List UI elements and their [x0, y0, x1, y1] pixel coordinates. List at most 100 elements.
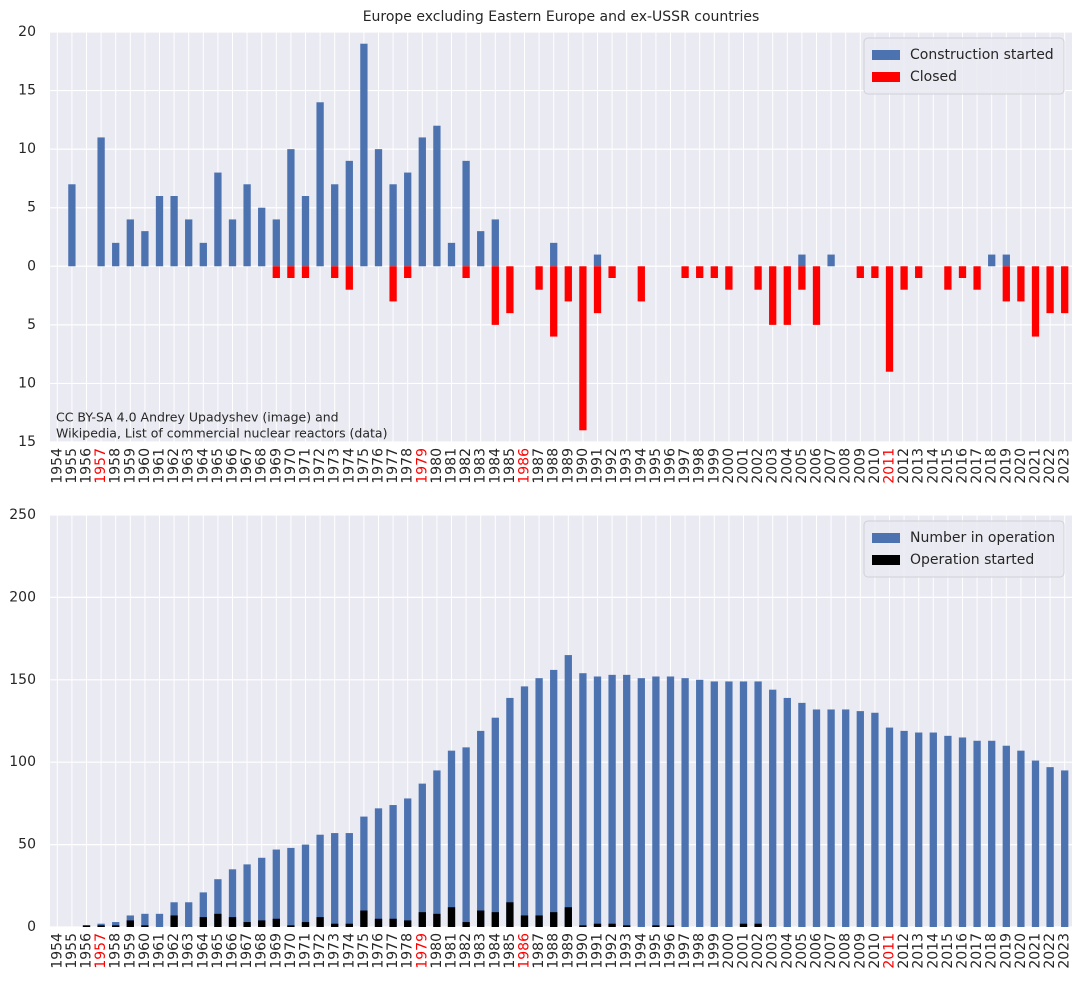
x-tick-label: 1979 — [414, 933, 430, 969]
bar — [1031, 760, 1040, 927]
bar — [258, 207, 266, 267]
bar — [535, 678, 543, 927]
x-tick-label: 2017 — [969, 448, 985, 484]
x-tick-label: 1995 — [648, 933, 664, 969]
bar — [564, 266, 572, 302]
x-tick-label: 1972 — [312, 448, 328, 484]
bar — [900, 730, 908, 927]
x-tick-label: 1958 — [108, 448, 124, 484]
x-tick-label: 2013 — [911, 448, 927, 484]
bar — [462, 160, 470, 267]
x-tick-label: 1999 — [706, 933, 722, 969]
x-tick-label: 2007 — [823, 933, 839, 969]
bar — [739, 681, 748, 927]
x-tick-label: 1956 — [79, 933, 95, 969]
x-tick-label: 2010 — [867, 448, 883, 484]
bar — [1031, 266, 1040, 337]
x-tick-label: 1978 — [400, 448, 416, 484]
x-tick-label: 1961 — [152, 933, 168, 969]
x-tick-label: 2014 — [925, 933, 941, 969]
bar — [155, 196, 164, 267]
bar — [170, 902, 178, 927]
x-tick-label: 1963 — [181, 933, 197, 969]
x-tick-label: 2008 — [838, 448, 854, 484]
bar — [404, 798, 412, 927]
x-tick-label: 1985 — [502, 448, 518, 484]
bar — [491, 912, 499, 927]
x-tick-label: 2018 — [984, 933, 1000, 969]
bar — [550, 912, 558, 927]
x-tick-label: 1970 — [283, 448, 299, 484]
x-tick-label: 1962 — [166, 448, 182, 484]
bar — [842, 709, 850, 927]
bar — [404, 172, 412, 267]
bar — [593, 254, 602, 267]
x-tick-label: 1992 — [604, 448, 620, 484]
x-tick-label: 1962 — [166, 933, 182, 969]
bar — [769, 689, 777, 927]
bar — [827, 254, 835, 267]
legend-label: Number in operation — [910, 530, 1055, 546]
x-tick-label: 2020 — [1013, 933, 1029, 969]
bar — [404, 920, 412, 927]
y-tick-label: 15 — [18, 83, 36, 99]
bar — [783, 697, 791, 927]
bar — [243, 864, 251, 927]
x-tick-label: 2023 — [1057, 448, 1073, 484]
x-tick-label: 1976 — [371, 448, 387, 484]
bar — [287, 925, 295, 927]
x-tick-label: 2015 — [940, 448, 956, 484]
bar — [1017, 266, 1025, 302]
bar — [462, 922, 470, 927]
x-tick-label: 1959 — [122, 448, 138, 484]
bar — [973, 740, 981, 927]
x-tick-label: 1965 — [210, 448, 226, 484]
x-tick-label: 2008 — [838, 933, 854, 969]
x-tick-label: 1974 — [341, 933, 357, 969]
x-tick-label: 1996 — [663, 933, 679, 969]
x-tick-label: 2006 — [809, 448, 825, 484]
bar — [958, 737, 967, 927]
bar — [550, 242, 558, 267]
x-tick-label: 1968 — [254, 933, 270, 969]
x-tick-label: 2021 — [1028, 448, 1044, 484]
bar — [725, 266, 733, 290]
bar — [1061, 770, 1069, 927]
x-tick-label: 1987 — [531, 933, 547, 969]
bar — [798, 266, 806, 290]
bar — [710, 681, 718, 927]
bar — [535, 266, 543, 290]
x-tick-label: 1959 — [122, 933, 138, 969]
bar — [623, 925, 631, 927]
x-tick-label: 1978 — [400, 933, 416, 969]
bar — [345, 833, 353, 927]
bar — [258, 920, 266, 927]
bar — [126, 920, 134, 927]
x-tick-label: 1956 — [79, 448, 95, 484]
bar — [331, 184, 339, 267]
x-tick-label: 1990 — [575, 933, 591, 969]
bar — [491, 717, 499, 927]
bar — [214, 913, 222, 927]
x-tick-label: 1955 — [64, 933, 80, 969]
bar — [579, 266, 587, 431]
bar — [491, 219, 499, 267]
x-tick-label: 2001 — [736, 933, 752, 969]
bar — [68, 184, 76, 267]
bar — [900, 266, 908, 290]
bar — [112, 925, 120, 927]
bar — [754, 266, 762, 290]
bar — [593, 266, 602, 314]
bar — [112, 242, 120, 267]
x-tick-label: 1968 — [254, 448, 270, 484]
x-tick-label: 1955 — [64, 448, 80, 484]
bar — [287, 149, 295, 267]
y-tick-label: 50 — [18, 837, 36, 853]
y-tick-label: 200 — [9, 589, 36, 605]
x-tick-label: 2001 — [736, 448, 752, 484]
bar — [666, 925, 675, 927]
x-tick-label: 1986 — [517, 448, 533, 484]
bar — [637, 678, 645, 927]
y-tick-label: 5 — [27, 200, 36, 216]
